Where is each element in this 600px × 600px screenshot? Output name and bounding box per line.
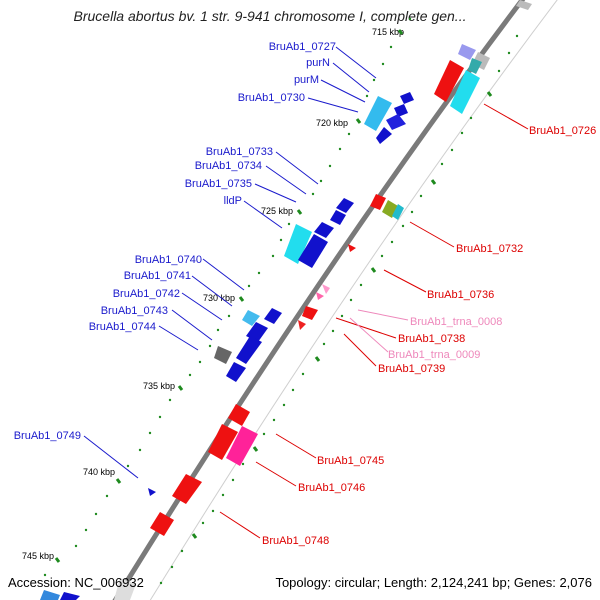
- label-bruab1-0732: BruAb1_0732: [456, 243, 523, 255]
- gene-bruab1-0736: [348, 244, 356, 252]
- label-bruab1-0749: BruAb1_0749: [14, 430, 81, 442]
- reverse-leaders: [219, 103, 529, 539]
- outer-guide-arc: [149, 0, 558, 600]
- gene-bruab1-0726-red: [434, 60, 464, 102]
- label-trna-0008: BruAb1_trna_0008: [410, 316, 502, 328]
- gene-bruab1-0746: [226, 426, 258, 466]
- gene-lldP-blue: [298, 234, 328, 268]
- gene-bruab1-0743: [236, 336, 262, 364]
- tick-label-735: 735 kbp: [143, 381, 175, 391]
- tick-label-745: 745 kbp: [22, 551, 54, 561]
- reverse-genes: [114, 0, 532, 600]
- gene-bottom-forward-2: [60, 592, 80, 600]
- gene-bruab1-0727: [400, 92, 414, 104]
- gene-bruab1-0730-b: [376, 127, 392, 144]
- gene-bruab1-0734: [330, 210, 346, 225]
- gene-bruab1-0749: [148, 488, 156, 496]
- label-purM: purM: [294, 74, 319, 86]
- accession-label: Accession: NC_006932: [8, 575, 144, 590]
- gene-bruab1-0745-a: [228, 404, 250, 426]
- gene-bruab1-0739: [298, 320, 306, 330]
- label-bruab1-0734: BruAb1_0734: [195, 160, 262, 172]
- label-bruab1-0746: BruAb1_0746: [298, 482, 365, 494]
- gene-bottom-reverse: [114, 578, 136, 600]
- gene-purN: [394, 104, 408, 117]
- forward-leaders: [83, 46, 377, 479]
- forward-genes: [40, 92, 414, 600]
- gene-bruab1-0740: [264, 308, 282, 324]
- label-bruab1-0740: BruAb1_0740: [135, 254, 202, 266]
- label-bruab1-0727: BruAb1_0727: [269, 41, 336, 53]
- tick-label-725: 725 kbp: [261, 206, 293, 216]
- gene-top-grey: [516, 0, 532, 10]
- label-bruab1-0730: BruAb1_0730: [238, 92, 305, 104]
- label-bruab1-0742: BruAb1_0742: [113, 288, 180, 300]
- label-bruab1-0736: BruAb1_0736: [427, 289, 494, 301]
- label-bruab1-0745: BruAb1_0745: [317, 455, 384, 467]
- label-bruab1-0741: BruAb1_0741: [124, 270, 191, 282]
- tick-label-740: 740 kbp: [83, 467, 115, 477]
- tick-label-730: 730 kbp: [203, 293, 235, 303]
- label-bruab1-0744: BruAb1_0744: [89, 321, 156, 333]
- gene-bruab1-0748-b: [150, 512, 174, 536]
- label-bruab1-0726: BruAb1_0726: [529, 125, 596, 137]
- label-purN: purN: [306, 57, 330, 69]
- minor-tick-dots: [43, 17, 519, 585]
- gene-bruab1-0726-cyan: [450, 70, 480, 114]
- tick-label-715: 715 kbp: [372, 27, 404, 37]
- forward-labels: BruAb1_0727 purN purM BruAb1_0730 BruAb1…: [14, 41, 336, 442]
- reverse-labels: BruAb1_0726 BruAb1_0732 BruAb1_0736 BruA…: [262, 125, 596, 547]
- trna-leaders: [349, 309, 409, 353]
- label-bruab1-0733: BruAb1_0733: [206, 146, 273, 158]
- gene-bottom-forward: [40, 590, 60, 600]
- trna-labels: BruAb1_trna_0008 BruAb1_trna_0009: [388, 316, 502, 361]
- label-lldP: lldP: [224, 195, 242, 207]
- gene-bruab1-0748-a: [172, 474, 202, 504]
- gene-bruab1-0733: [336, 198, 354, 213]
- gene-lldP-cyan: [284, 224, 312, 264]
- gene-bruab1-0744: [214, 346, 232, 364]
- gene-bruab1-0745-b: [208, 424, 238, 460]
- tick-label-720: 720 kbp: [316, 118, 348, 128]
- gene-trna-0009: [316, 292, 324, 300]
- label-trna-0009: BruAb1_trna_0009: [388, 349, 480, 361]
- gene-bruab1-0735: [314, 222, 334, 238]
- gene-bruab1-0726-teal: [468, 58, 482, 74]
- gene-bruab1-0738: [302, 306, 318, 320]
- topology-label: Topology: circular; Length: 2,124,241 bp…: [275, 575, 592, 590]
- label-bruab1-0738: BruAb1_0738: [398, 333, 465, 345]
- gene-bruab1-0732-cyan: [392, 204, 404, 220]
- label-bruab1-0739: BruAb1_0739: [378, 363, 445, 375]
- gene-purM: [386, 114, 406, 130]
- tick-marks: [54, 29, 493, 563]
- label-bruab1-0735: BruAb1_0735: [185, 178, 252, 190]
- gene-trna-0008: [322, 284, 330, 294]
- gene-bruab1-0732-red: [370, 194, 386, 210]
- label-bruab1-0743: BruAb1_0743: [101, 305, 168, 317]
- gene-bruab1-0726-blue: [458, 44, 476, 60]
- map-title: Brucella abortus bv. 1 str. 9-941 chromo…: [73, 8, 467, 24]
- gene-bruab1-0730-a: [364, 96, 392, 131]
- label-bruab1-0748: BruAb1_0748: [262, 535, 329, 547]
- gene-bruab1-0744-b: [226, 362, 246, 382]
- gene-bruab1-0741: [242, 310, 260, 326]
